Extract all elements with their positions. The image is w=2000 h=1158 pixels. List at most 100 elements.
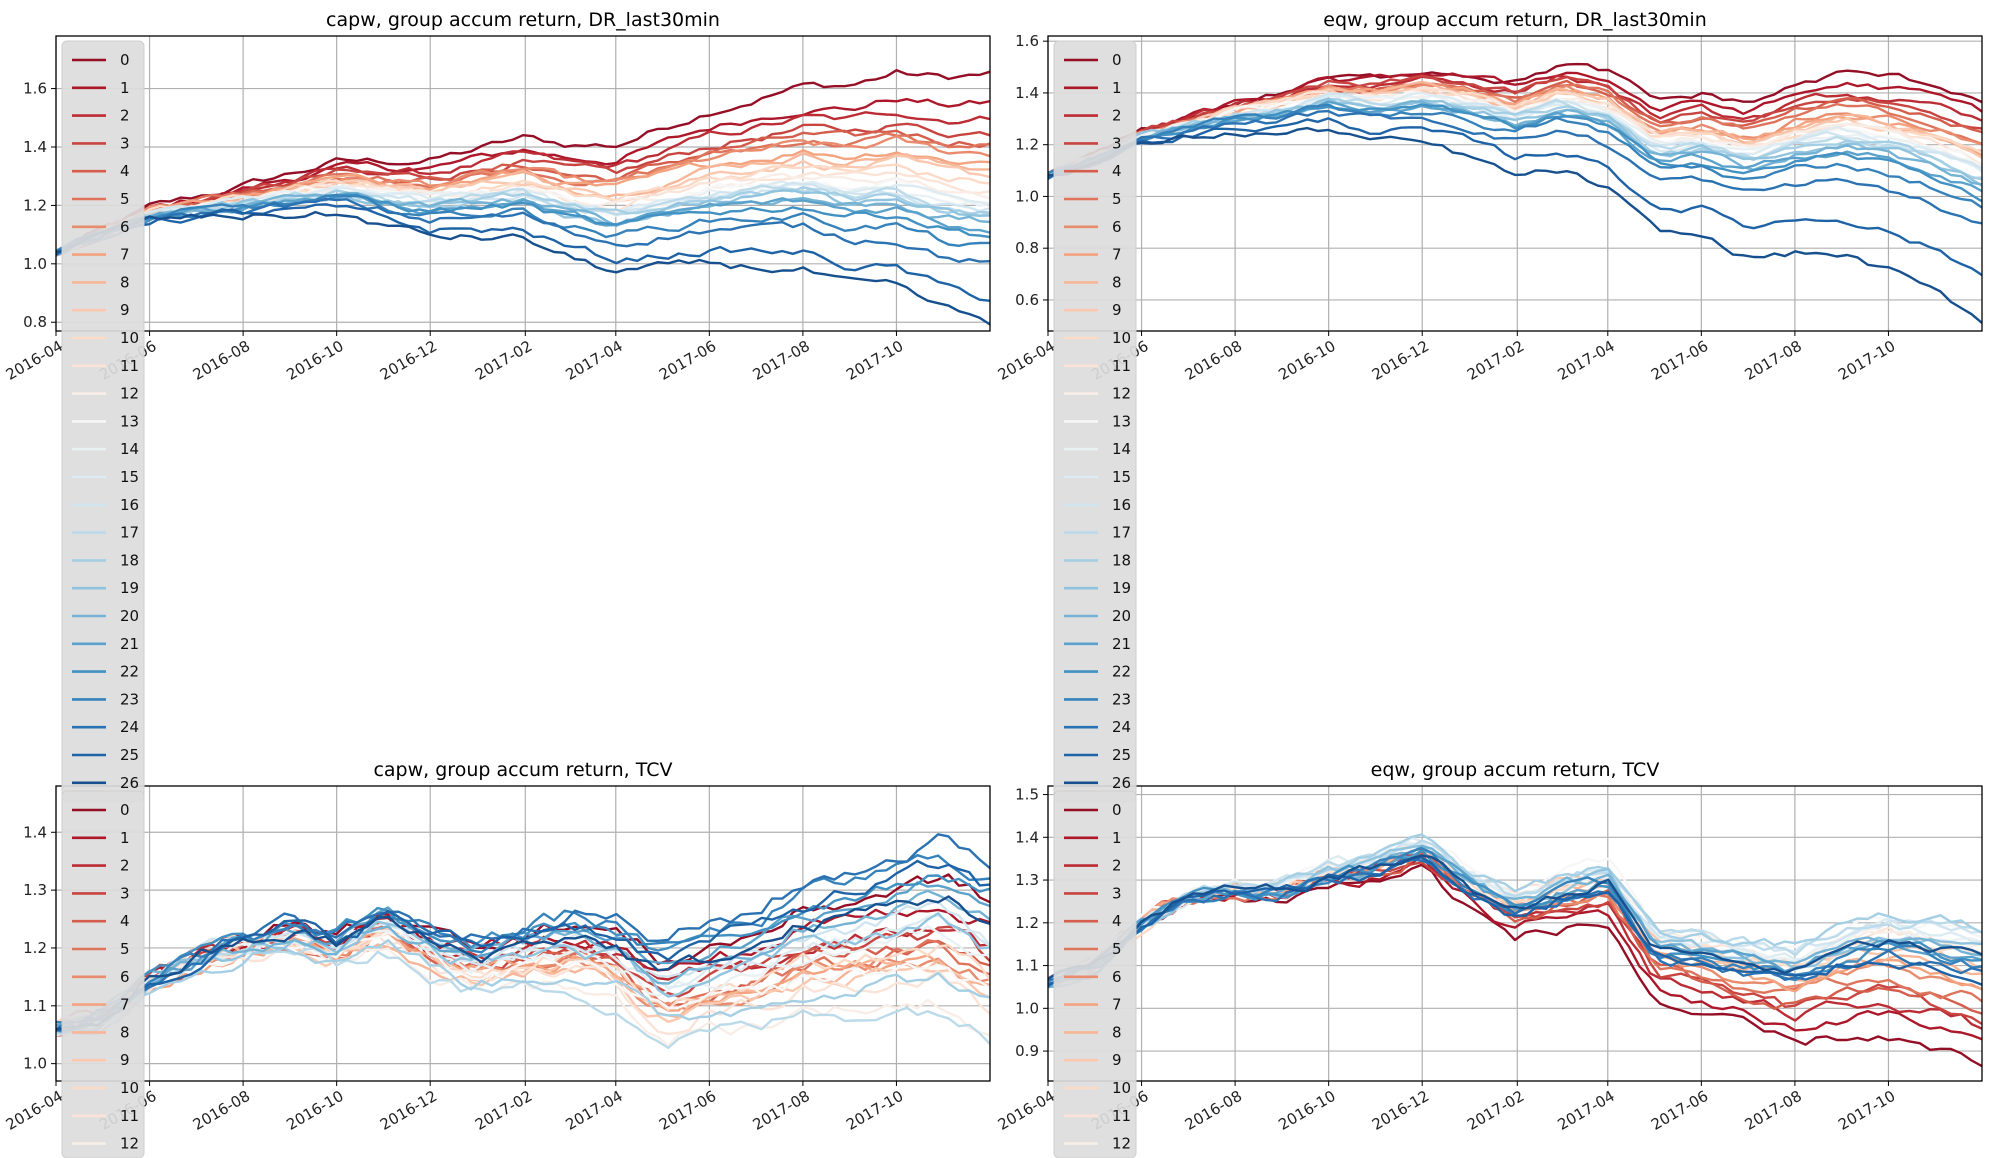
y-tick-label: 1.4 bbox=[23, 138, 47, 156]
x-tick-label: 2017-06 bbox=[656, 1087, 719, 1134]
x-tick-label: 2017-02 bbox=[1464, 337, 1527, 384]
legend-label-11: 11 bbox=[120, 1107, 139, 1125]
legend-label-21: 21 bbox=[120, 635, 139, 653]
legend-label-15: 15 bbox=[120, 468, 139, 486]
x-tick-label: 2016-08 bbox=[190, 1087, 253, 1134]
y-tick-label: 1.0 bbox=[23, 255, 47, 273]
legend-label-10: 10 bbox=[1112, 329, 1131, 347]
legend-label-6: 6 bbox=[120, 968, 130, 986]
y-tick-label: 1.2 bbox=[23, 196, 47, 214]
chart-panel-0: 0.81.01.21.41.62016-042016-062016-082016… bbox=[3, 9, 991, 384]
series-line-3 bbox=[56, 122, 990, 257]
y-tick-label: 1.0 bbox=[1015, 187, 1039, 205]
series-line-24 bbox=[1048, 858, 1982, 983]
legend-label-18: 18 bbox=[120, 551, 139, 569]
x-tick-label: 2017-06 bbox=[1648, 337, 1711, 384]
x-tick-label: 2016-12 bbox=[377, 337, 440, 384]
legend-label-8: 8 bbox=[1112, 273, 1122, 291]
y-tick-label: 1.4 bbox=[23, 823, 47, 841]
legend-label-9: 9 bbox=[1112, 1051, 1122, 1069]
series-line-16 bbox=[56, 900, 990, 1036]
x-tick-label: 2017-08 bbox=[1742, 1087, 1805, 1134]
x-tick-label: 2016-04 bbox=[995, 337, 1058, 384]
x-tick-label: 2017-04 bbox=[1554, 1087, 1617, 1134]
legend-box bbox=[1053, 790, 1137, 1158]
legend-label-7: 7 bbox=[1112, 246, 1122, 264]
x-tick-label: 2017-04 bbox=[562, 1087, 625, 1134]
legend-label-6: 6 bbox=[120, 218, 130, 236]
series-line-18 bbox=[1048, 833, 1982, 989]
series-line-25 bbox=[1048, 117, 1982, 277]
y-tick-label: 1.2 bbox=[1015, 136, 1039, 154]
axes-frame bbox=[1047, 785, 1983, 1082]
x-tick-label: 2017-06 bbox=[656, 337, 719, 384]
series-line-17 bbox=[56, 184, 990, 255]
legend-label-12: 12 bbox=[120, 385, 139, 403]
legend-label-10: 10 bbox=[120, 1079, 139, 1097]
chart-title: eqw, group accum return, TCV bbox=[1371, 759, 1660, 781]
legend-label-24: 24 bbox=[1112, 718, 1131, 736]
x-tick-label: 2017-02 bbox=[472, 337, 535, 384]
legend-label-20: 20 bbox=[1112, 607, 1131, 625]
legend-label-13: 13 bbox=[120, 412, 139, 430]
legend-label-0: 0 bbox=[120, 51, 130, 69]
legend-label-26: 26 bbox=[120, 774, 139, 792]
chart-title: eqw, group accum return, DR_last30min bbox=[1323, 9, 1707, 31]
legend-label-11: 11 bbox=[120, 357, 139, 375]
legend-label-17: 17 bbox=[1112, 524, 1131, 542]
legend-label-9: 9 bbox=[1112, 301, 1122, 319]
chart-panel-1: 0.60.81.01.21.41.62016-042016-062016-082… bbox=[995, 9, 1983, 384]
legend-label-19: 19 bbox=[1112, 579, 1131, 597]
x-tick-label: 2017-10 bbox=[843, 1087, 906, 1134]
legend-label-7: 7 bbox=[1112, 996, 1122, 1014]
legend-label-3: 3 bbox=[1112, 884, 1122, 902]
y-tick-label: 1.0 bbox=[1015, 999, 1039, 1017]
y-tick-label: 1.6 bbox=[23, 80, 47, 98]
legend-label-2: 2 bbox=[1112, 857, 1122, 875]
y-tick-label: 1.6 bbox=[1015, 32, 1039, 50]
legend-label-3: 3 bbox=[1112, 134, 1122, 152]
legend-label-0: 0 bbox=[120, 801, 130, 819]
chart-title: capw, group accum return, DR_last30min bbox=[326, 9, 720, 31]
y-tick-label: 0.9 bbox=[1015, 1042, 1039, 1060]
series-line-26 bbox=[56, 210, 990, 326]
x-tick-label: 2017-10 bbox=[843, 337, 906, 384]
legend-label-7: 7 bbox=[120, 996, 130, 1014]
legend-label-14: 14 bbox=[120, 440, 139, 458]
series-line-22 bbox=[1048, 849, 1982, 989]
chart-panel-2: 1.01.11.21.31.42016-042016-062016-082016… bbox=[3, 759, 991, 1134]
legend-label-2: 2 bbox=[120, 857, 130, 875]
legend-label-24: 24 bbox=[120, 718, 139, 736]
legend-label-12: 12 bbox=[1112, 1135, 1131, 1153]
legend-label-16: 16 bbox=[120, 496, 139, 514]
x-tick-label: 2017-02 bbox=[1464, 1087, 1527, 1134]
y-tick-label: 1.4 bbox=[1015, 84, 1039, 102]
legend-label-0: 0 bbox=[1112, 51, 1122, 69]
legend-0: 0123456789101112131415161718192021222324… bbox=[61, 40, 145, 803]
legend-label-12: 12 bbox=[1112, 385, 1131, 403]
legend-label-5: 5 bbox=[120, 940, 130, 958]
legend-label-26: 26 bbox=[1112, 774, 1131, 792]
legend-label-4: 4 bbox=[1112, 912, 1122, 930]
chart-title: capw, group accum return, TCV bbox=[373, 759, 672, 781]
x-tick-label: 2016-12 bbox=[1369, 1087, 1432, 1134]
legend-label-17: 17 bbox=[120, 524, 139, 542]
legend-label-15: 15 bbox=[1112, 468, 1131, 486]
series-line-23 bbox=[56, 193, 990, 253]
x-tick-label: 2016-10 bbox=[1275, 1087, 1338, 1134]
axes-frame bbox=[55, 785, 991, 1082]
x-tick-label: 2016-04 bbox=[995, 1087, 1058, 1134]
legend-label-6: 6 bbox=[1112, 218, 1122, 236]
legend-label-11: 11 bbox=[1112, 357, 1131, 375]
x-tick-label: 2016-12 bbox=[377, 1087, 440, 1134]
series-group bbox=[56, 833, 990, 1050]
series-line-21 bbox=[56, 192, 990, 256]
y-tick-label: 1.4 bbox=[1015, 828, 1039, 846]
x-tick-label: 2017-08 bbox=[750, 337, 813, 384]
legend-label-8: 8 bbox=[1112, 1023, 1122, 1041]
x-tick-label: 2017-08 bbox=[1742, 337, 1805, 384]
legend-label-8: 8 bbox=[120, 273, 130, 291]
series-line-2 bbox=[56, 923, 990, 1034]
legend-label-8: 8 bbox=[120, 1023, 130, 1041]
